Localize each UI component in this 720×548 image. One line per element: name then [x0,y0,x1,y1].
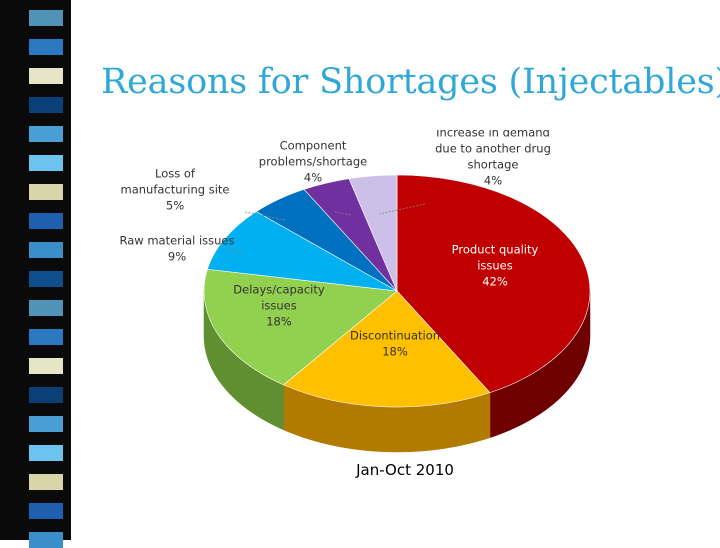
stripe-band [29,10,63,26]
decorative-stripe [0,0,90,548]
slice-percent-label: 4% [484,174,502,188]
slice-category-label: Discontinuation [350,329,440,343]
slice-category-label: Component [280,139,347,153]
slice-percent-label: 9% [168,250,186,264]
pie-chart: Product quality issues 42% Discontinuation 1… [119,130,591,479]
stripe-band [29,300,63,316]
stripe-band [29,474,63,490]
stripe-band [29,445,63,461]
slice-category-label: problems/shortage [259,155,367,169]
slice-category-label: shortage [468,158,519,172]
stripe-band [29,155,63,171]
pie-slice [282,290,491,408]
pie-slice [348,174,398,292]
slice-category-label: Product quality [452,243,539,257]
stripe-band [29,503,63,519]
stripe-band [29,358,63,374]
slice-percent-label: 4% [304,171,322,185]
slice-category-label: Raw material issues [119,234,234,248]
leader-line [378,203,426,215]
stripe-band [29,213,63,229]
pie-slice [203,268,398,386]
slice-percent-label: 42% [482,275,508,289]
chart-caption: Jan-Oct 2010 [355,461,454,479]
stripe-band [29,97,63,113]
slice-percent-label: 5% [166,199,184,213]
pie-side-walls [203,290,591,453]
stripe-band [29,242,63,258]
pie-slice [396,174,591,393]
slice-category-label: Delays/capacity [233,283,325,297]
slice-category-label: issues [477,259,513,273]
stripe-band [29,184,63,200]
slice-category-label: issues [261,299,297,313]
slice-percent-label: 18% [382,345,408,359]
stripe-band [29,271,63,287]
slice-category-label: Increase in demand [436,130,550,140]
pie-top-faces [203,174,591,408]
slice-category-label: due to another drug [435,142,551,156]
stripe-band [29,39,63,55]
stripe-band [29,416,63,432]
stripe-band [29,387,63,403]
slice-percent-label: 18% [266,315,292,329]
leader-line [334,211,352,216]
stripe-band [29,532,63,548]
slide-title: Reasons for Shortages (Injectables) [101,62,720,102]
slice-category-label: Loss of [155,167,196,181]
leader-line [226,248,243,255]
pie-labels: Product quality issues 42% Discontinuation 1… [119,130,550,359]
stripe-band [29,329,63,345]
slice-category-label: manufacturing site [121,183,230,197]
stripe-band [29,126,63,142]
pie-slice [207,211,398,292]
stripe-band [29,68,63,84]
